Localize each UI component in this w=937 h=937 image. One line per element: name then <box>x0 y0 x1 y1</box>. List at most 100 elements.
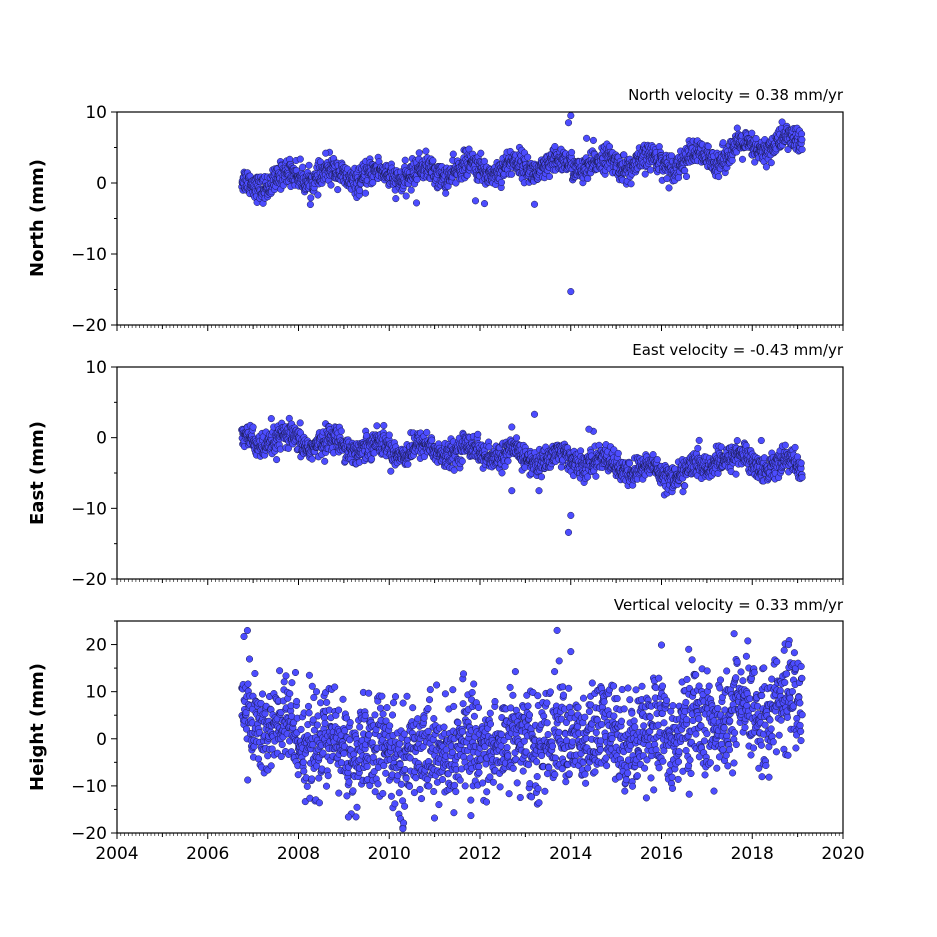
data-point <box>508 423 516 431</box>
data-point <box>440 723 448 731</box>
outlier-point <box>564 528 573 536</box>
data-point <box>551 668 559 676</box>
data-point <box>545 763 553 772</box>
data-point <box>356 723 364 731</box>
data-point <box>438 775 447 784</box>
data-point <box>486 720 495 728</box>
data-point <box>704 142 712 150</box>
data-point <box>315 799 323 807</box>
data-point <box>340 749 348 757</box>
data-point <box>555 728 563 736</box>
data-point <box>306 200 314 209</box>
data-point <box>535 799 543 807</box>
data-point <box>458 728 466 736</box>
data-point <box>655 143 663 151</box>
data-point <box>505 790 513 798</box>
data-point <box>540 712 548 720</box>
data-point <box>548 742 557 750</box>
data-point <box>524 761 533 769</box>
data-point <box>559 691 568 699</box>
data-point <box>559 683 567 691</box>
data-point <box>541 787 549 795</box>
data-point <box>337 427 345 435</box>
data-point <box>533 758 541 766</box>
data-point <box>482 798 491 806</box>
data-point <box>391 800 399 808</box>
data-point <box>565 770 573 778</box>
data-point <box>543 719 551 727</box>
data-point <box>401 802 409 810</box>
data-point <box>491 697 499 706</box>
data-point <box>459 670 468 678</box>
data-point <box>475 763 483 771</box>
data-point <box>388 711 397 719</box>
data-point <box>327 181 335 189</box>
outlier-point <box>530 410 539 418</box>
outlier-point <box>249 423 257 431</box>
data-point <box>371 711 379 719</box>
data-point <box>738 155 747 163</box>
data-point <box>413 175 421 184</box>
data-point <box>459 700 467 708</box>
data-point <box>415 149 423 157</box>
data-point <box>543 770 552 778</box>
east-velocity-annotation: East velocity = -0.43 mm/yr <box>632 341 844 359</box>
data-point <box>798 136 806 144</box>
data-point <box>614 449 622 457</box>
y-tick-label: −20 <box>71 316 107 336</box>
data-point <box>781 441 789 449</box>
data-point <box>417 795 426 803</box>
data-point <box>430 787 438 796</box>
vertical-velocity-annotation: Vertical velocity = 0.33 mm/yr <box>614 596 844 614</box>
data-point <box>307 194 315 202</box>
data-point <box>361 711 369 720</box>
data-point <box>674 174 683 182</box>
outlier-point <box>757 436 765 445</box>
data-point <box>798 473 806 481</box>
data-point <box>715 173 723 181</box>
data-point <box>551 142 559 151</box>
data-point <box>251 669 259 678</box>
data-point <box>299 758 307 766</box>
height-points <box>238 626 806 833</box>
data-point <box>477 149 485 157</box>
data-point <box>537 473 546 481</box>
data-point <box>429 157 437 165</box>
east-points <box>238 410 806 536</box>
data-point <box>291 668 300 677</box>
data-point <box>681 482 689 490</box>
outlier-point <box>564 119 573 127</box>
data-point <box>748 129 756 137</box>
data-point <box>324 772 332 780</box>
data-point <box>379 710 387 718</box>
outlier-point <box>535 487 543 495</box>
data-point <box>308 775 316 783</box>
data-point <box>441 690 449 698</box>
data-point <box>511 668 519 676</box>
north-velocity-annotation: North velocity = 0.38 mm/yr <box>628 86 844 104</box>
data-point <box>496 783 504 791</box>
east-panel: East (mm) East velocity = -0.43 mm/yr −2… <box>27 341 844 590</box>
outlier-point <box>412 199 421 207</box>
data-point <box>380 421 388 430</box>
y-tick-label: −10 <box>71 777 107 797</box>
data-point <box>452 788 460 796</box>
data-point <box>312 688 321 696</box>
outlier-point <box>585 425 593 433</box>
data-point <box>387 467 395 475</box>
data-point <box>665 184 673 192</box>
data-point <box>244 680 252 688</box>
data-point <box>534 785 542 793</box>
data-point <box>653 456 661 464</box>
y-tick-label: 0 <box>96 174 107 194</box>
north-panel: North (mm) North velocity = 0.38 mm/yr −… <box>27 86 844 336</box>
data-point <box>534 692 542 700</box>
height-panel: Height (mm) Vertical velocity = 0.33 mm/… <box>27 596 844 844</box>
data-point <box>261 710 269 718</box>
data-point <box>489 778 497 786</box>
y-tick-label: −10 <box>71 245 107 265</box>
data-point <box>396 740 404 748</box>
data-point <box>304 702 313 710</box>
data-point <box>305 709 313 717</box>
